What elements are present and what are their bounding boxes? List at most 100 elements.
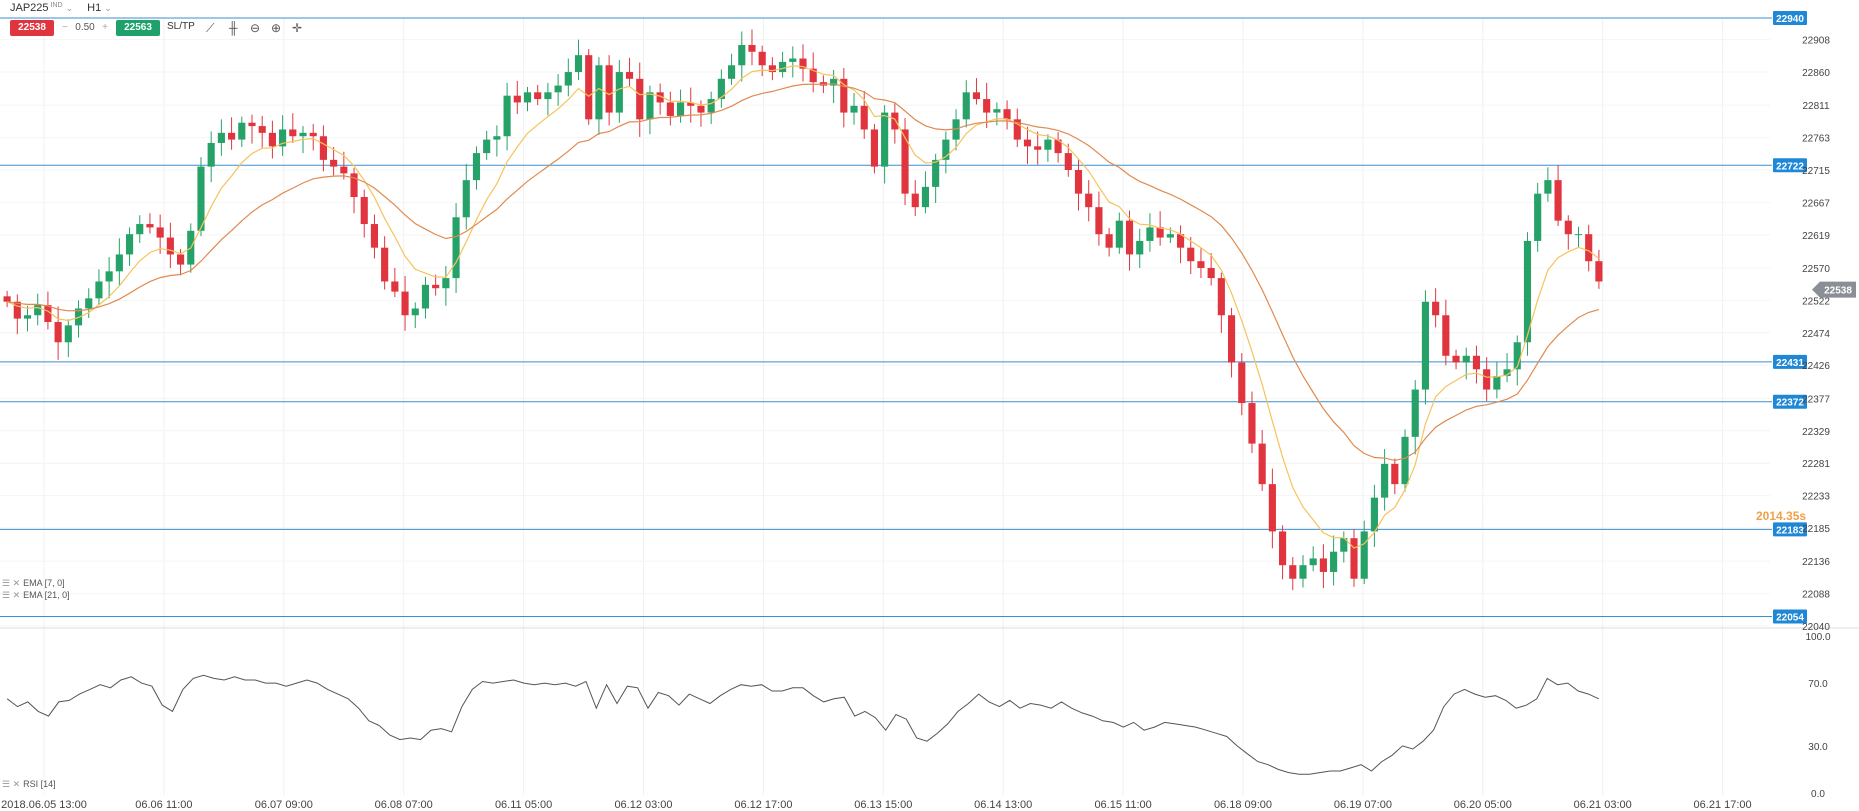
sell-button[interactable]: 22538	[10, 20, 54, 36]
sltp-button[interactable]: SL/TP	[167, 21, 195, 32]
buy-button[interactable]: 22563	[116, 20, 160, 36]
level-label-box	[1773, 158, 1807, 173]
chevron-down-icon[interactable]: ⌄	[104, 3, 112, 13]
rsi-tick-label: 30.0	[1808, 742, 1828, 753]
level-label-box	[1773, 394, 1807, 409]
x-tick-label: 06.19 07:00	[1334, 799, 1392, 811]
y-tick-label: 22474	[1802, 329, 1830, 340]
zoom-out-icon[interactable]: ⊖	[250, 21, 261, 35]
candle-body	[1064, 153, 1072, 170]
ema21-line	[7, 83, 1600, 462]
candle-body	[1574, 234, 1583, 236]
candle-body	[1534, 193, 1542, 241]
plus-icon[interactable]: +	[102, 22, 108, 33]
candle-body	[258, 126, 266, 133]
candle-body	[676, 102, 685, 116]
candle-body	[911, 193, 919, 208]
candle-body	[523, 92, 532, 103]
x-tick-label: 06.07 09:00	[255, 799, 313, 811]
rsi-tick-label: 100.0	[1805, 632, 1830, 643]
candle-body	[1207, 267, 1215, 279]
candle-body	[330, 159, 338, 167]
candle-body	[1503, 369, 1511, 377]
y-tick-label: 22860	[1802, 68, 1830, 79]
candle-chart-icon[interactable]: ╫	[229, 21, 238, 35]
candle-body	[462, 180, 470, 218]
candle-body	[1279, 531, 1287, 566]
candle-body	[513, 95, 521, 103]
y-tick-label: 22908	[1802, 36, 1830, 47]
x-tick-label: 06.21 03:00	[1574, 799, 1632, 811]
candle-body	[544, 92, 552, 100]
candle-body	[1523, 240, 1532, 343]
level-label-box	[1773, 11, 1807, 25]
quantity-value[interactable]: 0.50	[75, 22, 95, 33]
candle-body	[299, 132, 307, 137]
legend-ema21[interactable]: ☰ ✕ EMA [21, 0]	[2, 590, 70, 601]
candle-body	[34, 305, 42, 316]
symbol-selector[interactable]: JAP225 IND ⌄ H1 ⌄	[10, 2, 112, 14]
level-label-box	[1773, 354, 1807, 369]
candle-body	[1013, 119, 1021, 140]
candle-body	[860, 105, 868, 130]
candle-body	[962, 92, 970, 120]
candle-body	[707, 99, 715, 113]
legend-ema7[interactable]: ☰ ✕ EMA [7, 0]	[2, 578, 65, 589]
candle-body	[1227, 315, 1236, 363]
crosshair-icon[interactable]: ✛	[292, 21, 303, 35]
symbol-name[interactable]: JAP225	[10, 2, 49, 14]
price-axis: 22908 22860 22811 22763 22715 22667 22619 22570…	[1802, 36, 1856, 800]
y-tick-label: 22377	[1802, 394, 1830, 405]
horizontal-lines[interactable]: 22940 22722 22431 22372 22183 22054	[0, 11, 1807, 624]
candle-body	[391, 281, 399, 292]
current-price-label: 22538	[1824, 286, 1852, 297]
y-tick-label: 22185	[1802, 524, 1830, 535]
zoom-in-icon[interactable]: ⊕	[271, 21, 282, 35]
candle-body	[901, 129, 909, 194]
chevron-down-icon[interactable]: ⌄	[65, 3, 74, 13]
x-tick-label: 06.12 17:00	[734, 799, 792, 811]
candle-body	[1095, 207, 1103, 235]
candle-body	[646, 92, 654, 120]
candle-body	[1023, 139, 1032, 147]
candle-body	[1248, 403, 1256, 444]
candle-body	[534, 92, 542, 100]
line-chart-icon[interactable]: ⟋	[206, 21, 215, 35]
candle-body	[248, 122, 256, 127]
menu-icon[interactable]: ☰ ✕	[2, 578, 21, 588]
candle-body	[615, 72, 623, 113]
ema7-line	[6, 65, 1600, 549]
candle-body	[585, 55, 593, 120]
candle-body	[687, 102, 695, 106]
candle-body	[1217, 278, 1225, 316]
quantity-stepper[interactable]: − 0.50 +	[58, 20, 112, 36]
menu-icon[interactable]: ☰ ✕	[2, 779, 21, 789]
candle-body	[115, 254, 123, 272]
y-tick-label: 22281	[1802, 459, 1830, 470]
candle-body	[564, 72, 572, 86]
candle-body	[1421, 301, 1430, 390]
candle-body	[1554, 180, 1562, 221]
rsi-tick-label: 70.0	[1808, 679, 1828, 690]
candle-body	[1309, 558, 1317, 566]
candle-body	[881, 112, 889, 167]
candle-body	[1136, 240, 1144, 255]
candle-body	[166, 237, 174, 255]
candle-body	[748, 45, 756, 52]
minus-icon[interactable]: −	[62, 22, 68, 33]
candle-body	[625, 72, 634, 79]
legend-rsi[interactable]: ☰ ✕ RSI [14]	[2, 779, 56, 790]
grid-lines	[0, 18, 1859, 795]
candle-body	[717, 78, 725, 100]
candle-body	[64, 325, 72, 343]
candle-body	[381, 247, 389, 282]
candle-body	[146, 224, 154, 228]
candle-body	[1432, 301, 1440, 316]
menu-icon[interactable]: ☰ ✕	[2, 590, 21, 600]
candle-body	[105, 271, 113, 282]
candle-body	[197, 166, 205, 231]
y-tick-label: 22088	[1802, 590, 1830, 601]
timeframe-selector[interactable]: H1	[87, 2, 102, 14]
candle-body	[340, 166, 348, 174]
